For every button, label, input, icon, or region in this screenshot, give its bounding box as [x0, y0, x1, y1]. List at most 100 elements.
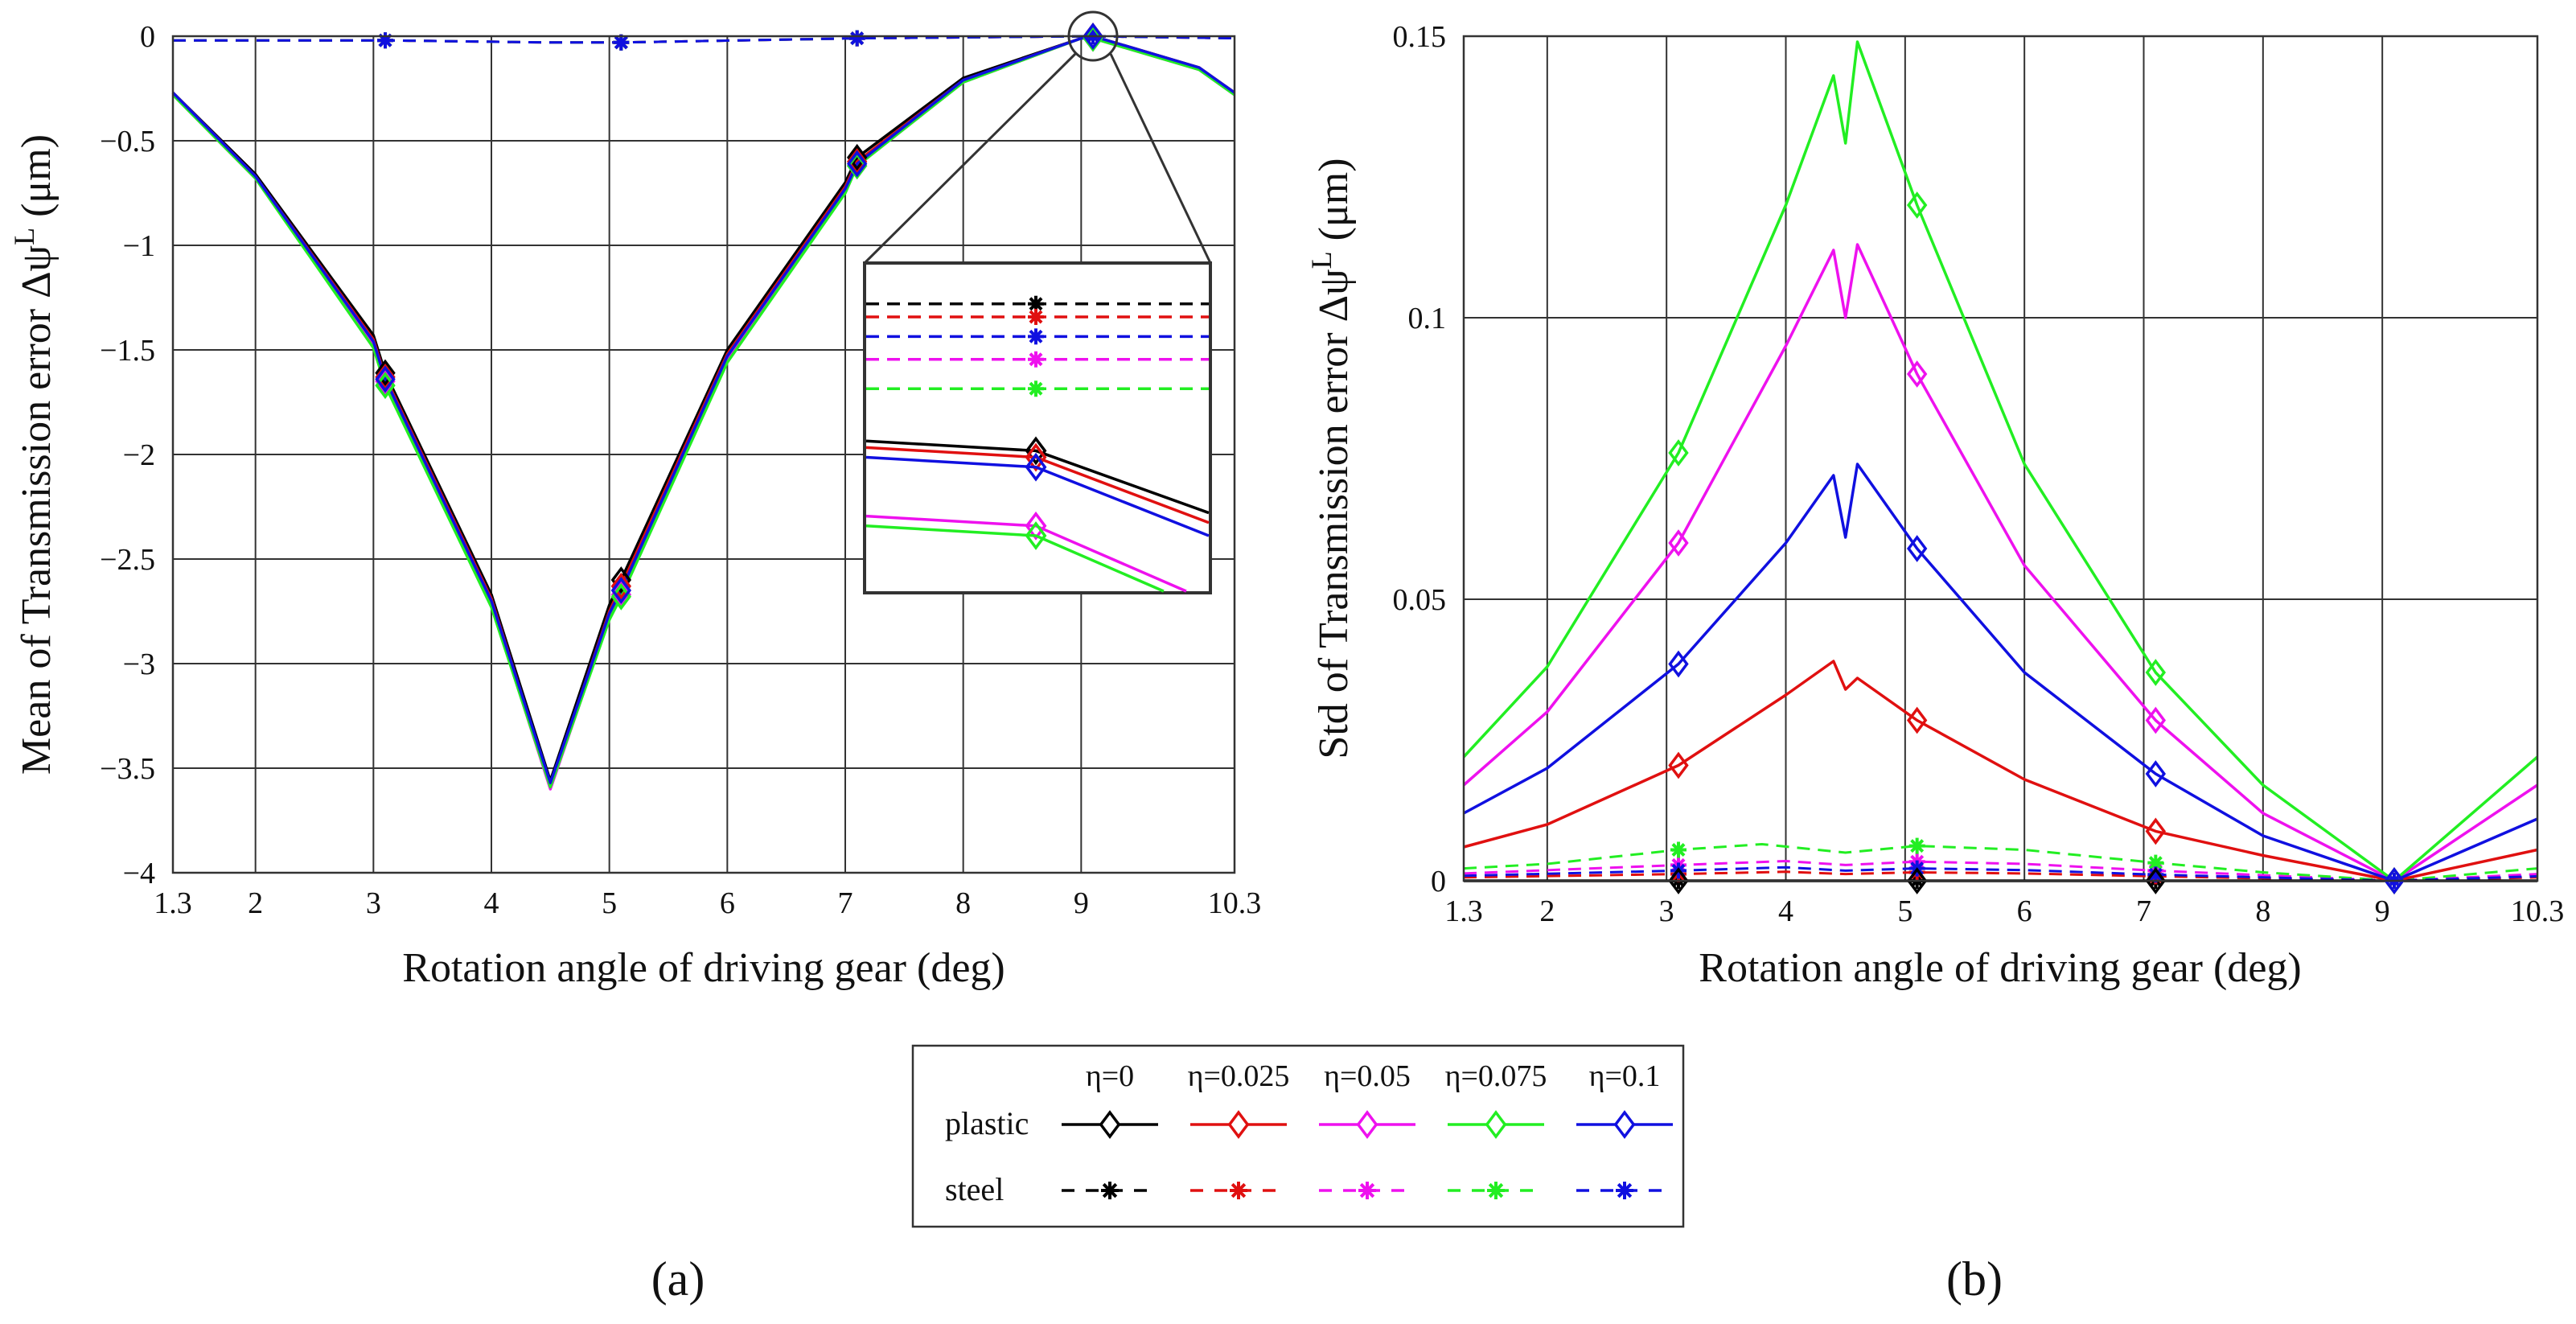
- legend-steel-asterisk-icon-eta0025: [1230, 1182, 1247, 1199]
- legend-steel-asterisk-icon-eta01: [1616, 1182, 1633, 1199]
- marker-asterisk-steel-0075-51: [1908, 837, 1925, 854]
- x-tick-label-103: 10.3: [2511, 894, 2565, 928]
- marker-asterisk-steel-01-31: [377, 32, 393, 49]
- series-line-plastic-0075: [1462, 40, 2539, 882]
- y-ticks-a: 0 −0.5 −1 −1.5 −2 −2.5 −3 −3.5 −4: [100, 20, 155, 890]
- x-tick-label-13: 1.3: [1444, 894, 1483, 928]
- inset-plastic-marker-eta005: [1025, 511, 1047, 541]
- marker-diamond-plastic-0-71: [2145, 867, 2167, 894]
- inset-plastic-line-eta0: [865, 439, 1210, 515]
- x-tick-label-7: 7: [2136, 894, 2151, 928]
- inset-steel-marker-eta01-stroke: [1029, 329, 1043, 343]
- grid-b: [1463, 35, 2538, 882]
- inset-plastic-marker-eta0075: [1025, 521, 1047, 550]
- y-tick-label-005: 0.05: [1393, 583, 1447, 617]
- marker-diamond-plastic-01-91: [2384, 867, 2405, 894]
- zoom-connector-right: [1109, 53, 1212, 264]
- inset-steel-marker-eta01: [1028, 328, 1044, 345]
- y-tick-label--15: −1.5: [100, 334, 155, 368]
- marker-diamond-plastic-0025-71: [2145, 817, 2167, 845]
- marker-diamond-plastic-0-31: [375, 359, 396, 387]
- x-axis-label-b: Rotation angle of driving gear (deg): [1699, 945, 2301, 991]
- y-tick-label-01: 0.1: [1408, 302, 1447, 335]
- inset-lines: [865, 295, 1210, 593]
- legend-steel-asterisk-icon-eta0-stroke: [1102, 1182, 1118, 1199]
- x-tick-label-2: 2: [1539, 894, 1555, 928]
- legend-header-eta0075: η=0.075: [1445, 1059, 1547, 1093]
- marker-diamond-plastic-01-31: [1668, 650, 1689, 678]
- legend-row-label-plastic: plastic: [945, 1105, 1029, 1141]
- x-tick-label-4: 4: [1778, 894, 1793, 928]
- x-tick-label-9: 9: [1074, 886, 1089, 920]
- zoom-callout: [863, 10, 1212, 594]
- x-tick-label-3: 3: [1659, 894, 1674, 928]
- legend-header-eta005: η=0.05: [1324, 1059, 1411, 1093]
- legend-steel-asterisk-icon-eta0: [1101, 1182, 1119, 1199]
- marker-diamond-plastic-0075-31: [1668, 439, 1689, 467]
- inset-steel-marker-eta0-stroke: [1029, 297, 1043, 311]
- legend-steel-asterisk-icon-eta01-stroke: [1617, 1182, 1633, 1199]
- marker-diamond-plastic-0-71: [846, 143, 868, 171]
- y-tick-label--35: −3.5: [100, 752, 155, 786]
- marker-diamond-plastic-0025-51: [610, 572, 632, 600]
- marker-asterisk-steel-01-71-stroke: [2148, 867, 2163, 882]
- marker-asterisk-steel-01-51-stroke: [614, 35, 628, 50]
- marker-diamond-plastic-0-51: [1906, 867, 1928, 894]
- x-ticks-a: 1.3 2 3 4 5 6 7 8 9 10.3: [154, 886, 1261, 920]
- inset-steel-marker-eta005: [1028, 351, 1044, 368]
- x-tick-label-13: 1.3: [154, 886, 192, 920]
- y-tick-label--3: −3: [123, 648, 155, 681]
- x-tick-label-8: 8: [955, 886, 971, 920]
- marker-diamond-plastic-005-31: [1668, 529, 1689, 557]
- x-tick-label-4: 4: [484, 886, 499, 920]
- marker-asterisk-steel-01-71-stroke: [850, 31, 865, 46]
- marker-asterisk-steel-01-71: [848, 30, 865, 47]
- x-tick-label-5: 5: [602, 886, 617, 920]
- series-group-b: [1462, 40, 2539, 882]
- marker-diamond-plastic-01-51: [610, 577, 632, 604]
- inset-plastic-line-eta0075: [865, 524, 1165, 593]
- legend-frame: [911, 1044, 1685, 1228]
- y-axis-label-b: Std of Transmission error ΔψL (μm): [1305, 158, 1357, 759]
- markers-group-b: [1668, 191, 2405, 894]
- y-ticks-b: 0 0.05 0.1 0.15: [1393, 20, 1447, 898]
- panel-label-b: (b): [1946, 1252, 2003, 1305]
- x-axis-label-a: Rotation angle of driving gear (deg): [402, 945, 1005, 991]
- y-tick-label--05: −0.5: [100, 125, 155, 158]
- x-ticks-b: 1.3 2 3 4 5 6 7 8 9 10.3: [1444, 894, 2564, 928]
- legend-plastic-diamond-icon-eta0: [1099, 1110, 1121, 1139]
- panel-label-a: (a): [651, 1252, 705, 1305]
- legend-steel-asterisk-icon-eta005: [1358, 1182, 1376, 1199]
- legend-plastic-diamond-icon-eta0075: [1485, 1110, 1507, 1139]
- series-line-plastic-0025: [1463, 660, 2538, 882]
- x-tick-label-6: 6: [2017, 894, 2032, 928]
- legend-header-eta0025: η=0.025: [1188, 1059, 1290, 1093]
- x-tick-label-5: 5: [1897, 894, 1912, 928]
- chart-b: 0 0.05 0.1 0.15 1.3 2 3 4 5 6 7 8 9 10.3 Rotation an…: [1305, 20, 2564, 1305]
- marker-diamond-plastic-0075-51: [1906, 191, 1928, 219]
- marker-diamond-plastic-0-51: [610, 566, 632, 594]
- inset-steel-marker-eta0025: [1028, 308, 1044, 325]
- legend-plastic-diamond-icon-eta0025: [1227, 1110, 1250, 1139]
- x-tick-label-9: 9: [2375, 894, 2390, 928]
- marker-diamond-plastic-01-31: [375, 365, 396, 393]
- legend-header-eta0: η=0: [1086, 1059, 1134, 1093]
- inset-plastic-marker-eta0: [1025, 436, 1047, 466]
- marker-asterisk-steel-0075-31: [1670, 841, 1687, 858]
- marker-diamond-plastic-0-31: [1668, 867, 1689, 894]
- inset-plastic-marker-eta01: [1025, 452, 1047, 482]
- legend-plastic-diamond-icon-eta005: [1356, 1110, 1378, 1139]
- marker-asterisk-steel-0075-71-stroke: [2148, 856, 2163, 870]
- plot-frame-a: [171, 35, 1236, 874]
- y-axis-label-a: Mean of Transmission error ΔψL (μm): [8, 134, 60, 775]
- y-tick-label--4: −4: [123, 857, 155, 890]
- marker-diamond-plastic-01-71: [2145, 760, 2167, 787]
- y-tick-label--25: −2.5: [100, 543, 155, 577]
- y-tick-label-015: 0.15: [1393, 20, 1447, 54]
- x-tick-label-3: 3: [366, 886, 381, 920]
- legend-steel-asterisk-icon-eta0075: [1487, 1182, 1505, 1199]
- x-tick-label-2: 2: [248, 886, 263, 920]
- y-tick-label--1: −1: [123, 229, 155, 263]
- inset-plastic-marker-eta0025: [1025, 442, 1047, 472]
